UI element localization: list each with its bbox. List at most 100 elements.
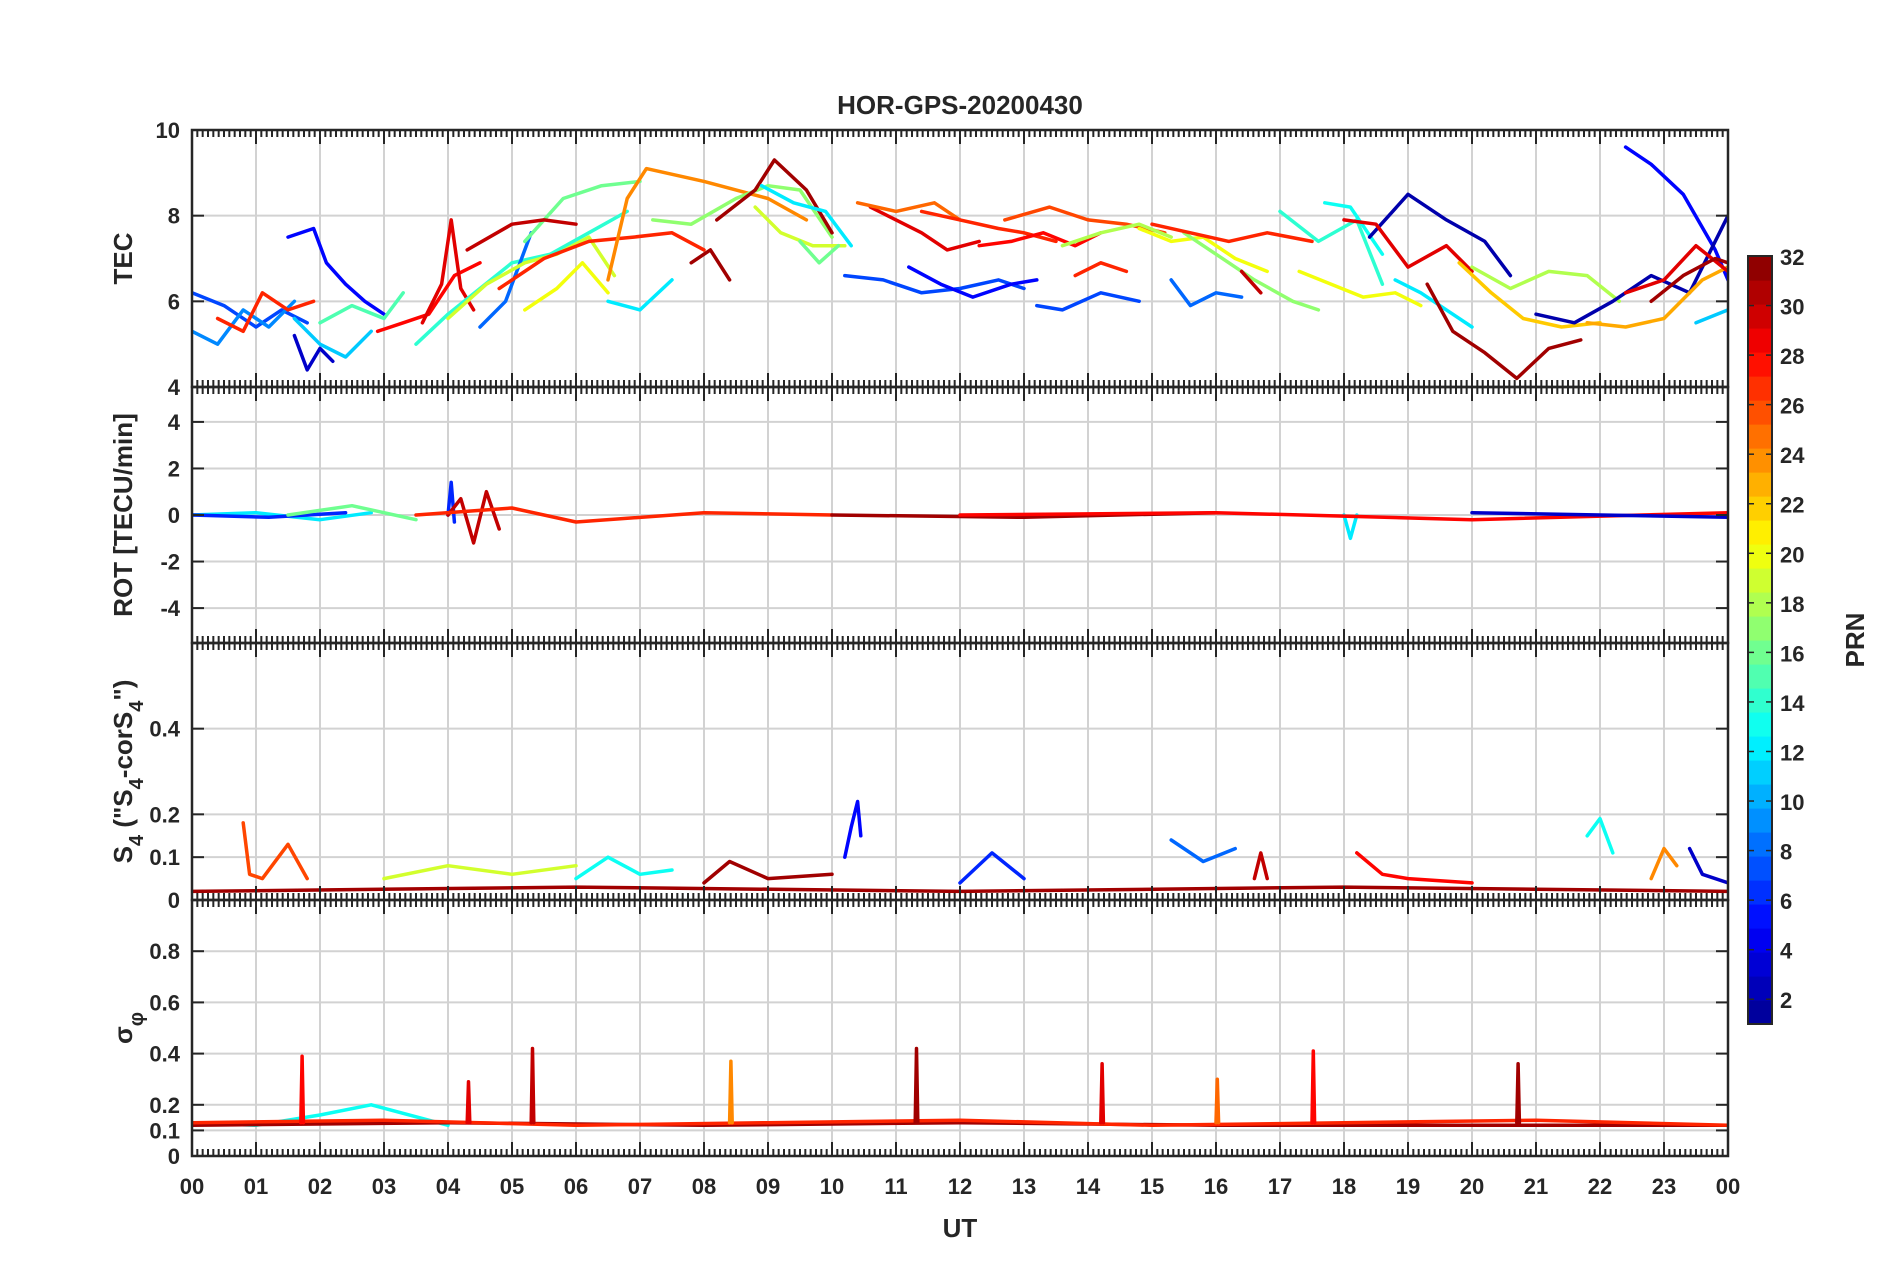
series-line-prn-27: [192, 1118, 1728, 1128]
series-line-prn-23: [1585, 265, 1728, 329]
panel-rot: -4 -2 0 2 4 ROT [TECU/min]: [108, 385, 1730, 645]
colorbar-swatch: [1748, 472, 1772, 497]
series-line-prn-9: [192, 299, 297, 346]
x-tick-label: 12: [948, 1174, 972, 1199]
x-tick-label: 21: [1524, 1174, 1548, 1199]
series-line-prn-6: [192, 510, 348, 520]
x-tick-label: 23: [1652, 1174, 1676, 1199]
series-line-prn-24: [606, 166, 809, 282]
colorbar-swatch: [1748, 424, 1772, 449]
colorbar-frame: [1747, 255, 1773, 1025]
y-axis-label-rot: ROT [TECU/min]: [108, 413, 138, 617]
colorbar-tick-label: 32: [1780, 245, 1804, 270]
series-line-prn-7: [843, 273, 1026, 295]
series-line-prn-2: [1534, 213, 1728, 325]
series-line-prn-28: [977, 231, 1103, 248]
series-line-prn-8: [1169, 838, 1237, 864]
series-line-prn-3: [1470, 510, 1728, 520]
series-line-prn-31: [715, 158, 834, 235]
y-axis-label-sigma: σφ: [108, 1012, 148, 1044]
series-line-prn-19: [446, 235, 617, 321]
y-tick-label: -2: [160, 550, 180, 575]
series-line-prn-12: [1393, 278, 1474, 329]
y-axis-label-part: "): [108, 680, 138, 701]
series-line-prn-13: [1585, 816, 1615, 855]
series-line-prn-30: [1239, 269, 1263, 295]
y-tick-label: 0.2: [149, 1093, 180, 1118]
colorbar-swatch: [1748, 256, 1772, 281]
colorbar-tick-label: 16: [1780, 641, 1804, 666]
series-line-prn-12: [1342, 513, 1359, 541]
colorbar-label: PRN: [1840, 613, 1870, 668]
colorbar-tick-label: 8: [1780, 840, 1792, 865]
x-tick-label: 07: [628, 1174, 652, 1199]
series-line-prn-31: [1649, 256, 1728, 304]
series-line-prn-18: [1470, 265, 1621, 304]
series-line-prn-31: [913, 1046, 920, 1125]
series-group-rot: [192, 480, 1728, 545]
colorbar-swatch: [1748, 664, 1772, 689]
series-line-prn-28: [1310, 1049, 1317, 1125]
x-tick-label: 06: [564, 1174, 588, 1199]
colorbar-swatch: [1748, 784, 1772, 809]
colorbar-swatch: [1748, 736, 1772, 761]
colorbar-swatch: [1748, 904, 1772, 929]
colorbar-swatch: [1748, 376, 1772, 401]
series-line-prn-11: [1694, 308, 1728, 325]
colorbar-tick-label: 22: [1780, 493, 1804, 518]
y-axis-label-subscript: 4: [126, 834, 148, 846]
x-axis-label: UT: [943, 1213, 978, 1243]
colorbar-swatch: [1748, 448, 1772, 473]
colorbar-swatch: [1748, 616, 1772, 641]
y-tick-label: 0: [168, 1144, 180, 1169]
series-line-prn-5: [907, 265, 1039, 299]
x-tick-label: 18: [1332, 1174, 1356, 1199]
colorbar-swatch: [1748, 976, 1772, 1001]
series-group-tec: [192, 145, 1728, 381]
x-tick-label: 13: [1012, 1174, 1036, 1199]
x-tick-label: 11: [884, 1174, 907, 1199]
colorbar-tick-label: 6: [1780, 889, 1792, 914]
series-line-prn-18: [1060, 222, 1173, 248]
colorbar-swatch: [1748, 688, 1772, 713]
series-line-prn-2: [1367, 192, 1513, 278]
series-line-prn-30: [529, 1046, 536, 1125]
y-tick-label: 0: [168, 888, 180, 913]
y-tick-label: 8: [168, 204, 180, 229]
series-line-prn-19: [753, 205, 847, 248]
series-line-prn-12: [606, 278, 674, 312]
series-line-prn-13: [1323, 201, 1385, 256]
x-tick-label: 15: [1140, 1174, 1164, 1199]
x-tick-label: 05: [500, 1174, 524, 1199]
colorbar-swatch: [1748, 832, 1772, 857]
series-line-prn-6: [958, 851, 1026, 885]
x-tick-label: 20: [1460, 1174, 1484, 1199]
x-tick-label: 00: [1716, 1174, 1740, 1199]
series-line-prn-27: [1073, 261, 1129, 278]
colorbar-tick-label: 2: [1780, 988, 1792, 1013]
colorbar-swatch: [1748, 328, 1772, 353]
y-axis-label-s4: S4 ("S4-corS4"): [108, 680, 148, 864]
colorbar-tick-label: 10: [1780, 790, 1804, 815]
y-tick-label: 0.4: [149, 1042, 180, 1067]
panel-sigma: 00.10.2 0.4 0.6 0.8 σφ: [108, 898, 1730, 1169]
colorbar-swatch: [1748, 592, 1772, 617]
series-line-prn-17: [1182, 231, 1321, 312]
y-axis-label-part: σ: [108, 1026, 138, 1044]
colorbar-tick-label: 20: [1780, 542, 1804, 567]
y-tick-label: -4: [160, 596, 180, 621]
series-line-prn-25: [855, 201, 962, 222]
series-line-prn-27: [1150, 222, 1314, 244]
colorbar-tick-label: 26: [1780, 394, 1804, 419]
series-line-prn-30: [465, 218, 578, 252]
x-tick-label: 03: [372, 1174, 396, 1199]
colorbar-tick-label: 30: [1780, 295, 1804, 320]
colorbar-swatch: [1748, 1000, 1772, 1025]
series-line-prn-15: [318, 291, 405, 325]
series-line-prn-3: [1687, 846, 1728, 885]
x-tick-label: 22: [1588, 1174, 1612, 1199]
y-tick-label: 0.8: [149, 939, 180, 964]
y-axis-label-part: -corS: [108, 712, 138, 778]
x-tick-label: 08: [692, 1174, 716, 1199]
